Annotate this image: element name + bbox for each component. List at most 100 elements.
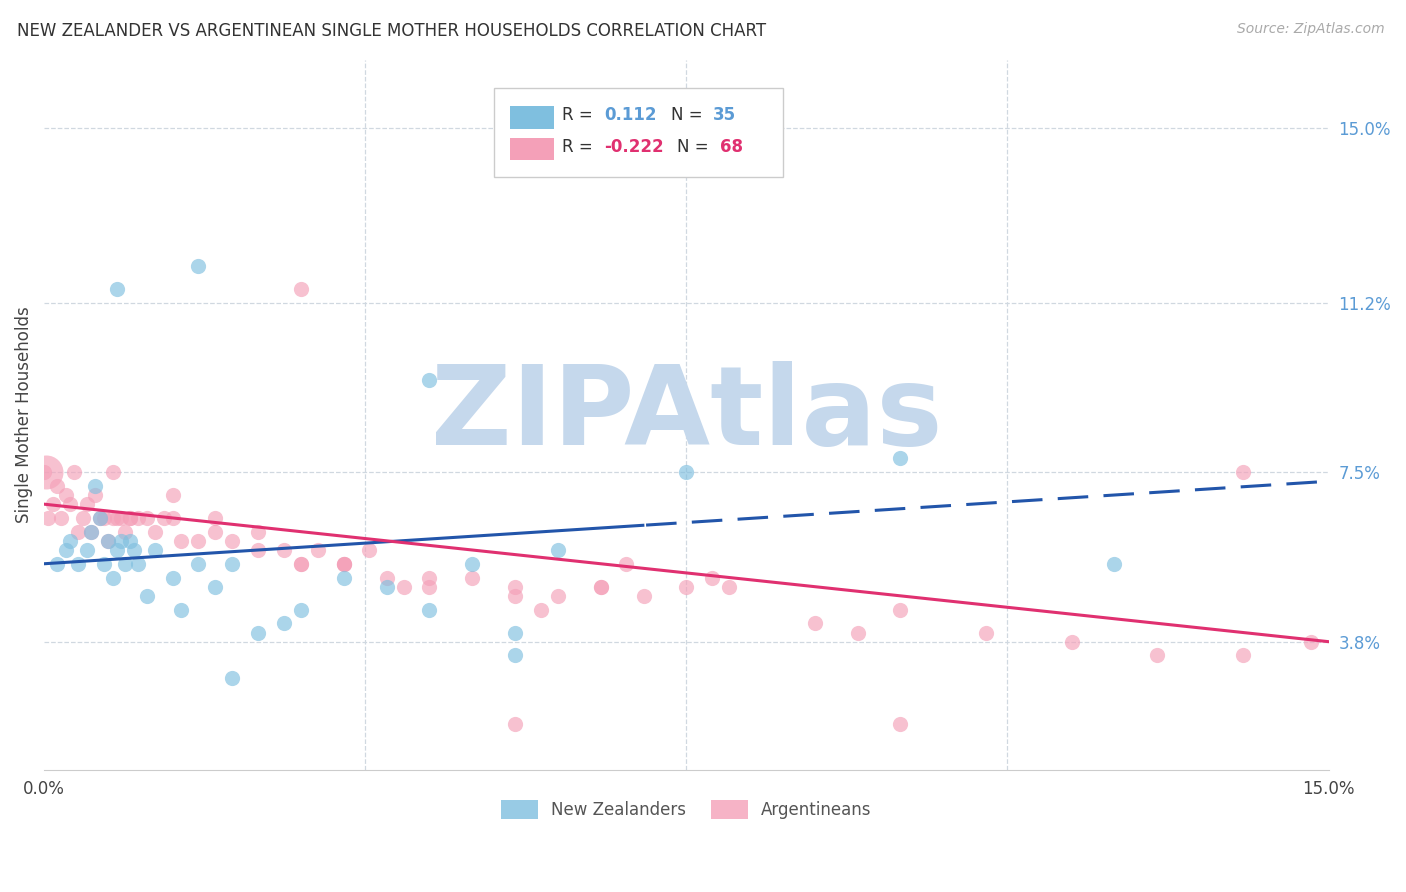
Point [392,580,415,594]
Point [101,570,124,584]
Point [221,533,243,548]
FancyBboxPatch shape [510,137,554,161]
Point [1146,648,1168,663]
Point [32,465,55,479]
Point [118,511,141,525]
Point [67,524,90,539]
Legend: New Zealanders, Argentineans: New Zealanders, Argentineans [495,793,879,826]
Point [616,557,638,571]
Point [290,602,312,616]
Point [204,511,226,525]
Point [84,479,107,493]
Point [290,282,312,296]
Point [333,557,356,571]
Point [97,533,120,548]
Text: R =: R = [562,106,598,124]
Point [461,557,484,571]
Point [162,570,184,584]
Point [135,511,157,525]
Point [46,557,69,571]
Point [80,524,103,539]
Point [67,557,90,571]
Text: R =: R = [562,138,598,156]
Point [101,511,124,525]
Point [418,373,440,387]
Point [76,543,98,558]
Point [170,533,193,548]
FancyBboxPatch shape [494,88,783,177]
Point [80,524,103,539]
Text: N =: N = [678,138,714,156]
Point [547,543,569,558]
Point [187,533,209,548]
Point [204,524,226,539]
Point [122,543,145,558]
Point [718,580,741,594]
Point [51,511,73,525]
Point [37,511,59,525]
Point [889,602,911,616]
Point [135,589,157,603]
Point [162,511,184,525]
Point [114,557,136,571]
Point [503,648,526,663]
Point [170,602,193,616]
Point [187,259,209,273]
Point [633,589,655,603]
Text: 35: 35 [713,106,737,124]
Point [162,488,184,502]
Point [461,570,484,584]
Point [93,511,115,525]
Point [127,511,149,525]
Text: 0.112: 0.112 [605,106,657,124]
Point [89,511,111,525]
Point [530,602,553,616]
Point [273,616,295,631]
Point [359,543,381,558]
Point [307,543,329,558]
Point [72,511,94,525]
Point [503,589,526,603]
Point [153,511,176,525]
Point [145,524,167,539]
Text: Source: ZipAtlas.com: Source: ZipAtlas.com [1237,22,1385,37]
Point [89,511,111,525]
Text: 68: 68 [720,138,742,156]
Point [418,570,440,584]
Point [97,533,120,548]
Point [221,671,243,685]
Point [1060,634,1083,648]
Text: ZIPAtlas: ZIPAtlas [430,361,942,468]
Point [84,488,107,502]
Point [145,543,167,558]
Point [675,465,697,479]
Point [76,497,98,511]
Text: NEW ZEALANDER VS ARGENTINEAN SINGLE MOTHER HOUSEHOLDS CORRELATION CHART: NEW ZEALANDER VS ARGENTINEAN SINGLE MOTH… [17,22,766,40]
Point [700,570,723,584]
Point [375,570,398,584]
Point [589,580,612,594]
Point [59,533,82,548]
Point [46,479,69,493]
Point [333,557,356,571]
Point [247,625,270,640]
Point [846,625,869,640]
Point [1301,634,1323,648]
Point [1232,465,1254,479]
Point [110,533,132,548]
Point [503,717,526,731]
Point [247,543,270,558]
Point [273,543,295,558]
Point [41,497,63,511]
Point [333,570,356,584]
Point [503,625,526,640]
Point [110,511,132,525]
Point [55,488,77,502]
Point [1104,557,1126,571]
Text: N =: N = [671,106,707,124]
Point [333,557,356,571]
Point [118,533,141,548]
Point [290,557,312,571]
Point [105,511,128,525]
Point [803,616,825,631]
